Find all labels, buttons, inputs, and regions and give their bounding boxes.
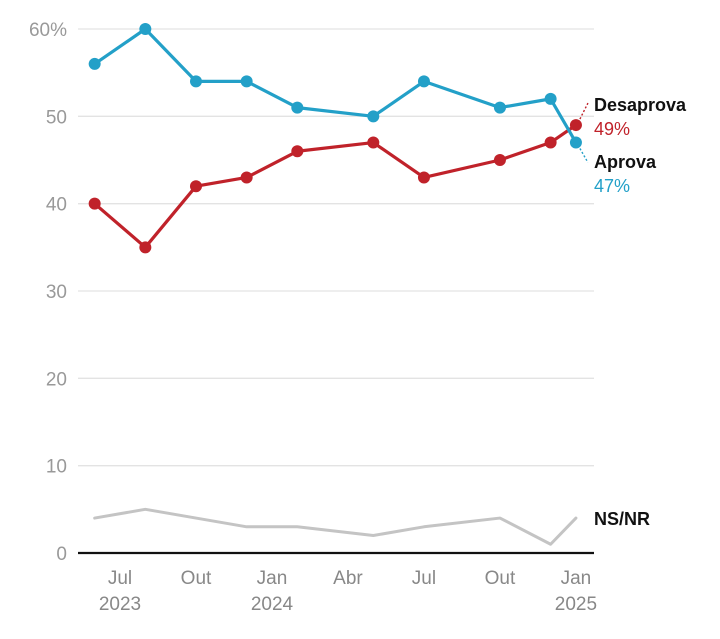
data-point-desaprova [367, 136, 380, 149]
data-point-desaprova [88, 197, 101, 210]
data-point-desaprova [189, 180, 202, 193]
series-line-desaprova [93, 123, 578, 249]
y-tick-label: 40 [46, 195, 67, 216]
data-point-aprova [367, 110, 380, 123]
y-tick-label: 60% [29, 20, 67, 41]
data-point-aprova [88, 57, 101, 70]
x-tick-label: Out [485, 568, 516, 589]
data-point-desaprova [544, 136, 557, 149]
data-point-desaprova [569, 119, 582, 132]
data-point-desaprova [291, 145, 304, 158]
series-label-desaprova: Desaprova [594, 95, 687, 115]
x-tick-label: Abr [333, 568, 363, 589]
series-value-aprova: 47% [594, 176, 630, 196]
desaprova-leader-line [579, 102, 589, 120]
data-point-aprova [189, 75, 202, 88]
x-tick-label: Jan [561, 568, 592, 589]
series-group [88, 23, 582, 546]
y-tick-label: 30 [46, 282, 67, 303]
data-point-desaprova [240, 171, 253, 184]
series-line-ns-nr [93, 507, 578, 546]
x-tick-label: Jan [257, 568, 288, 589]
series-value-desaprova: 49% [594, 119, 630, 139]
series-label-ns-nr: NS/NR [594, 509, 650, 529]
x-tick-label: Out [181, 568, 212, 589]
data-point-aprova [569, 136, 582, 149]
x-tick-year-label: 2023 [99, 594, 141, 615]
data-point-aprova [544, 92, 557, 105]
data-point-aprova [417, 75, 430, 88]
data-point-aprova [240, 75, 253, 88]
y-tick-label: 50 [46, 107, 67, 128]
x-axis-ticks: Jul 2023 Out Jan 2024 Abr Jul Out Jan 2025 [99, 568, 597, 615]
x-tick-label: Jul [412, 568, 436, 589]
series-line-aprova [93, 27, 578, 145]
x-tick-year-label: 2024 [251, 594, 294, 615]
y-axis-ticks: 0 10 20 30 40 50 60% [29, 20, 67, 565]
aprova-leader-line [579, 148, 589, 163]
grid-lines [78, 28, 594, 555]
data-point-desaprova [417, 171, 430, 184]
series-label-aprova: Aprova [594, 152, 657, 172]
data-point-aprova [493, 101, 506, 114]
y-tick-label: 0 [56, 544, 67, 565]
data-point-desaprova [139, 241, 152, 254]
y-tick-label: 20 [46, 369, 67, 390]
data-point-aprova [139, 23, 152, 35]
data-point-aprova [291, 101, 304, 114]
data-point-desaprova [493, 154, 506, 166]
x-tick-label: Jul [108, 568, 132, 589]
x-tick-year-label: 2025 [555, 594, 597, 615]
series-labels: Desaprova 49% Aprova 47% NS/NR [579, 95, 687, 529]
y-tick-label: 10 [46, 457, 67, 478]
